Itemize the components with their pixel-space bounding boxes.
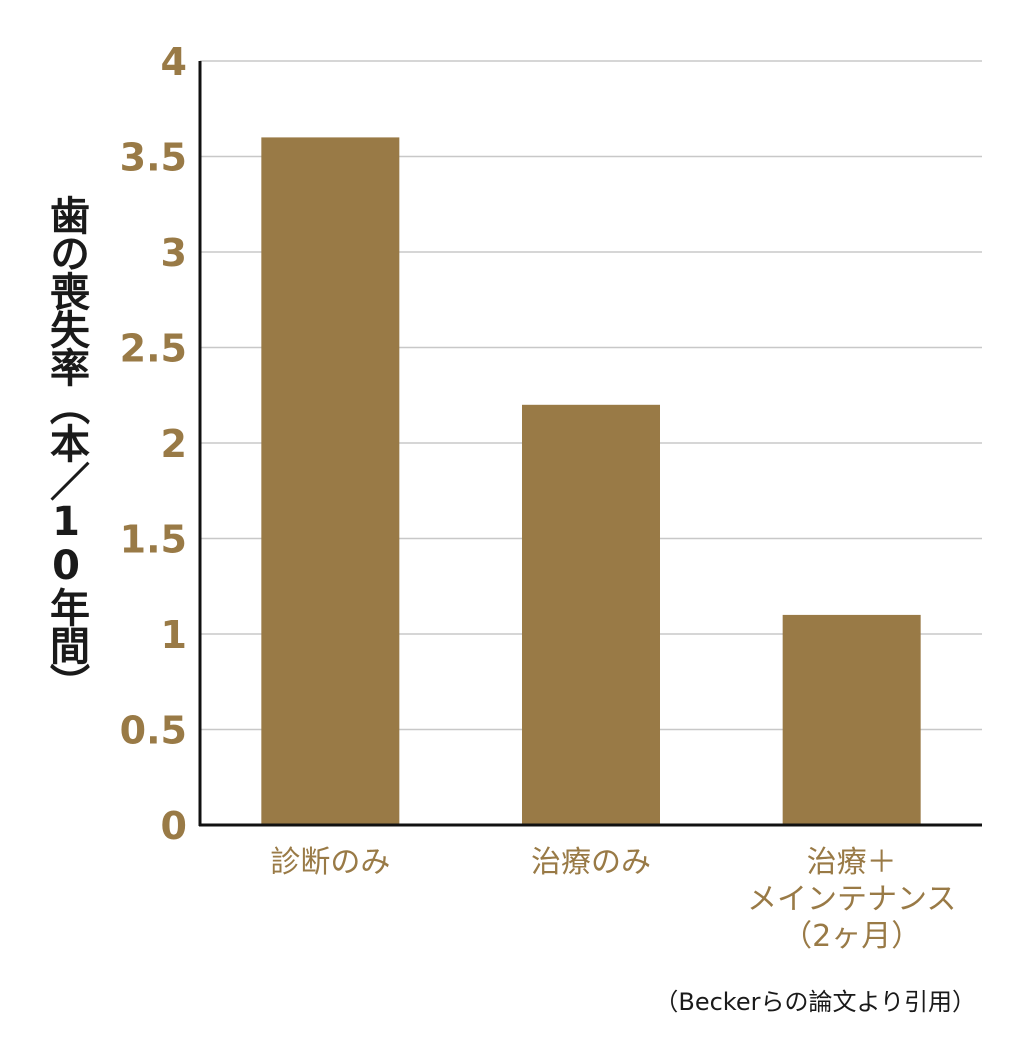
x-category-label: 治療のみ [531, 845, 651, 880]
bars [261, 137, 921, 825]
source-note: （Beckerらの論文より引用） [654, 988, 976, 1016]
y-tick-label: 0.5 [120, 709, 187, 753]
y-tick-label: 2.5 [120, 327, 187, 371]
bar [261, 137, 400, 825]
y-tick-label: 1.5 [120, 518, 187, 562]
x-category-labels: 診断のみ 治療のみ 治療＋メインテナンス（2ヶ月） [270, 845, 956, 954]
y-tick-label: 0 [161, 804, 187, 848]
x-category-label: 診断のみ [270, 845, 390, 880]
axes [198, 61, 982, 827]
x-category-label: メインテナンス [747, 882, 956, 917]
x-category-label: 治療＋ [807, 845, 897, 880]
y-tick-label: 2 [161, 422, 187, 466]
y-axis-label: 歯の喪失率（本／10年間） [43, 195, 89, 701]
y-tick-label: 4 [161, 40, 187, 84]
bar [522, 404, 660, 825]
y-tick-label: 3.5 [120, 136, 187, 180]
y-tick-label: 1 [161, 613, 187, 657]
x-category-label: （2ヶ月） [782, 919, 921, 954]
y-tick-labels: 0 0.5 1 1.5 2 2.5 3 3.5 4 [120, 40, 187, 848]
bar [782, 614, 921, 825]
y-tick-label: 3 [161, 231, 187, 275]
